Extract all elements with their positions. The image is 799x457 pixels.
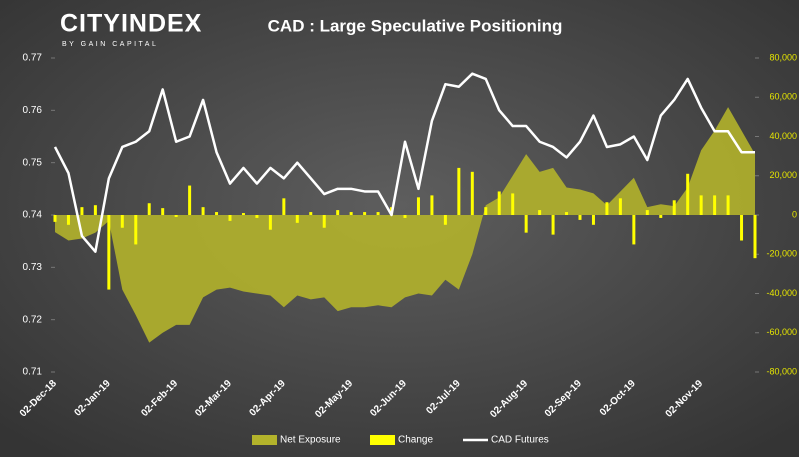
bar xyxy=(282,198,286,215)
bar xyxy=(215,212,219,215)
bar xyxy=(120,215,124,228)
y-tick-label: 0.73 xyxy=(23,262,43,273)
logo-subtitle: BY GAIN CAPITAL xyxy=(62,41,158,48)
bar xyxy=(686,173,690,215)
bar xyxy=(443,215,447,225)
bar xyxy=(740,215,744,241)
y-tick-label: 0.77 xyxy=(23,53,43,64)
bar xyxy=(484,207,488,215)
bar xyxy=(241,213,245,215)
bar xyxy=(349,212,353,215)
bar xyxy=(565,212,569,215)
bar xyxy=(66,215,70,225)
bar xyxy=(605,202,609,215)
area xyxy=(55,107,755,343)
y2-tick-label: 20,000 xyxy=(769,170,797,180)
legend-label: Change xyxy=(398,435,433,446)
bar xyxy=(497,191,501,215)
bar xyxy=(295,215,299,223)
bar xyxy=(363,212,367,215)
bar xyxy=(174,215,178,217)
bar xyxy=(134,215,138,245)
legend-label: Net Exposure xyxy=(280,435,341,446)
chart-title: CAD : Large Speculative Positioning xyxy=(268,16,563,35)
legend-swatch xyxy=(370,435,395,445)
y-tick-label: 0.75 xyxy=(23,157,43,168)
logo: CITYINDEX xyxy=(60,10,202,38)
bar xyxy=(107,215,111,290)
y2-tick-label: 80,000 xyxy=(769,52,797,62)
bar xyxy=(80,207,84,215)
bar xyxy=(578,215,582,220)
bar xyxy=(147,203,151,215)
y2-tick-label: 0 xyxy=(792,209,797,219)
bar xyxy=(322,215,326,228)
bar xyxy=(618,198,622,215)
line xyxy=(53,72,755,253)
bar xyxy=(726,195,730,215)
bar xyxy=(591,215,595,225)
bar xyxy=(753,215,757,259)
bar xyxy=(188,185,192,215)
bar xyxy=(511,193,515,215)
bar xyxy=(672,200,676,215)
y2-tick-label: -60,000 xyxy=(766,327,797,337)
bar xyxy=(524,215,528,233)
bar xyxy=(255,215,259,218)
bar xyxy=(699,195,703,215)
bar xyxy=(268,215,272,230)
y2-tick-label: -80,000 xyxy=(766,366,797,376)
y-tick-label: 0.76 xyxy=(23,105,43,116)
y2-tick-label: -20,000 xyxy=(766,249,797,259)
bar xyxy=(309,212,313,215)
y-tick-label: 0.72 xyxy=(23,314,43,325)
bar xyxy=(403,215,407,218)
bar xyxy=(201,207,205,215)
bar xyxy=(470,171,474,215)
bar xyxy=(551,215,555,235)
bar xyxy=(336,210,340,215)
y2-tick-label: 60,000 xyxy=(769,92,797,102)
bar xyxy=(93,205,97,215)
bar xyxy=(632,215,636,245)
y2-tick-label: -40,000 xyxy=(766,288,797,298)
bar xyxy=(659,215,663,218)
y2-tick-label: 40,000 xyxy=(769,131,797,141)
bar xyxy=(416,197,420,215)
bar xyxy=(645,210,649,215)
bar xyxy=(53,215,57,222)
bar xyxy=(538,210,542,215)
bar xyxy=(161,208,165,215)
bar xyxy=(376,212,380,215)
y-tick-label: 0.71 xyxy=(23,367,43,378)
legend-label: CAD Futures xyxy=(491,435,549,446)
legend-swatch xyxy=(252,435,277,445)
bar xyxy=(713,195,717,215)
bar xyxy=(430,195,434,215)
bar xyxy=(457,167,461,215)
y-tick-label: 0.74 xyxy=(23,210,43,221)
bar xyxy=(228,215,232,221)
